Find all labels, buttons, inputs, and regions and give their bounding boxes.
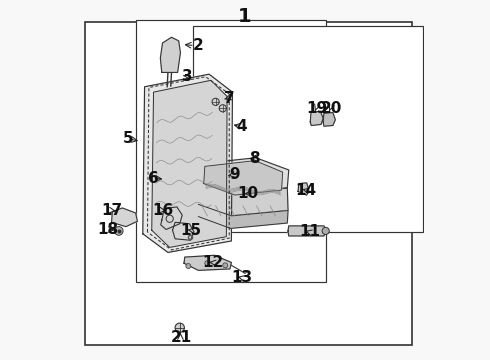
Text: 21: 21 xyxy=(171,329,192,345)
Polygon shape xyxy=(161,207,182,229)
Text: 14: 14 xyxy=(295,183,317,198)
Circle shape xyxy=(212,98,219,105)
Text: 15: 15 xyxy=(181,223,202,238)
Text: 4: 4 xyxy=(236,119,247,134)
Text: 18: 18 xyxy=(98,222,119,237)
Polygon shape xyxy=(288,226,327,236)
Circle shape xyxy=(219,105,226,112)
Polygon shape xyxy=(143,74,232,252)
Text: 9: 9 xyxy=(229,167,240,182)
Polygon shape xyxy=(152,80,227,247)
Text: 5: 5 xyxy=(123,131,134,146)
Circle shape xyxy=(223,263,228,268)
Text: 8: 8 xyxy=(248,151,259,166)
Text: 10: 10 xyxy=(237,186,258,201)
Text: 19: 19 xyxy=(306,101,327,116)
Circle shape xyxy=(115,226,123,235)
Bar xyxy=(193,26,422,232)
Text: 17: 17 xyxy=(102,203,123,218)
Text: 6: 6 xyxy=(148,171,159,186)
Polygon shape xyxy=(160,37,180,72)
Circle shape xyxy=(322,227,329,234)
Text: 7: 7 xyxy=(223,91,234,106)
Text: 20: 20 xyxy=(320,101,342,116)
Text: 3: 3 xyxy=(182,68,193,84)
Text: 16: 16 xyxy=(152,203,174,218)
Text: 11: 11 xyxy=(299,225,320,239)
Polygon shape xyxy=(204,161,283,195)
Polygon shape xyxy=(112,208,137,226)
Polygon shape xyxy=(323,113,335,126)
Polygon shape xyxy=(172,222,194,240)
Text: 2: 2 xyxy=(193,38,204,53)
Polygon shape xyxy=(198,181,288,216)
Polygon shape xyxy=(198,204,288,228)
Text: 12: 12 xyxy=(202,255,223,270)
Polygon shape xyxy=(310,111,323,126)
Text: 13: 13 xyxy=(231,270,252,285)
Circle shape xyxy=(205,261,210,266)
Bar xyxy=(136,21,326,282)
Text: 1: 1 xyxy=(238,7,252,26)
Polygon shape xyxy=(298,183,309,195)
Polygon shape xyxy=(184,255,231,270)
Circle shape xyxy=(186,264,191,269)
Polygon shape xyxy=(197,158,289,194)
Circle shape xyxy=(175,323,184,332)
